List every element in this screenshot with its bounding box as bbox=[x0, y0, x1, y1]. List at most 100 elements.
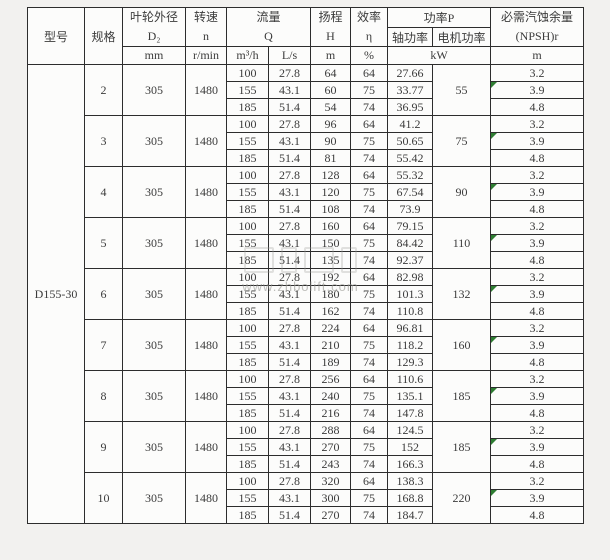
efficiency-cell: 64 bbox=[350, 268, 389, 286]
flow-m3h-cell: 155 bbox=[226, 81, 269, 99]
head-cell: 300 bbox=[310, 489, 352, 507]
efficiency-cell: 64 bbox=[350, 472, 389, 490]
shaft-power-cell: 166.3 bbox=[387, 455, 434, 473]
efficiency-cell: 64 bbox=[350, 319, 389, 337]
header-speed-title: 转速 bbox=[193, 10, 218, 25]
motor-power-cell: 160 bbox=[432, 319, 492, 371]
npsh-cell: 4.8 bbox=[490, 149, 585, 167]
flow-m3h-cell: 155 bbox=[226, 336, 269, 354]
npsh-cell: 3.2 bbox=[490, 421, 585, 439]
header-head-title: 扬程 bbox=[318, 10, 343, 25]
table-row: 185 51.4 270 74 184.7 4.8 bbox=[28, 506, 585, 524]
npsh-cell: 3.9 bbox=[490, 81, 585, 99]
head-cell: 96 bbox=[310, 115, 352, 133]
flow-ls-cell: 27.8 bbox=[267, 370, 312, 388]
unit-npsh: m bbox=[490, 46, 585, 65]
impeller-diameter-cell: 305 bbox=[122, 64, 186, 116]
spec-cell: 4 bbox=[84, 166, 123, 218]
header-impeller-title: 叶轮外径 bbox=[129, 10, 178, 25]
comment-marker-icon bbox=[491, 286, 498, 292]
shaft-power-cell: 82.98 bbox=[387, 268, 434, 286]
shaft-power-cell: 168.8 bbox=[387, 489, 434, 507]
unit-flow-m3h: m³/h bbox=[226, 46, 269, 65]
head-cell: 81 bbox=[310, 149, 352, 167]
impeller-diameter-cell: 305 bbox=[122, 166, 186, 218]
comment-marker-icon bbox=[491, 133, 498, 139]
shaft-power-cell: 50.65 bbox=[387, 132, 434, 150]
head-cell: 320 bbox=[310, 472, 352, 490]
flow-ls-cell: 43.1 bbox=[267, 438, 312, 456]
flow-m3h-cell: 155 bbox=[226, 438, 269, 456]
flow-m3h-cell: 185 bbox=[226, 506, 269, 524]
flow-ls-cell: 27.8 bbox=[267, 115, 312, 133]
shaft-power-cell: 135.1 bbox=[387, 387, 434, 405]
comment-marker-icon bbox=[491, 490, 498, 496]
efficiency-cell: 75 bbox=[350, 336, 389, 354]
spec-cell: 7 bbox=[84, 319, 123, 371]
flow-ls-cell: 51.4 bbox=[267, 404, 312, 422]
head-cell: 135 bbox=[310, 251, 352, 269]
comment-marker-icon bbox=[491, 439, 498, 445]
npsh-cell: 3.2 bbox=[490, 472, 585, 490]
header-power: 功率P bbox=[387, 7, 492, 28]
shaft-power-cell: 124.5 bbox=[387, 421, 434, 439]
table-row: 155 43.1 60 75 33.77 3.9 bbox=[28, 81, 585, 99]
efficiency-cell: 75 bbox=[350, 183, 389, 201]
npsh-cell: 3.9 bbox=[490, 285, 585, 303]
flow-m3h-cell: 155 bbox=[226, 234, 269, 252]
flow-ls-cell: 27.8 bbox=[267, 64, 312, 82]
flow-ls-cell: 27.8 bbox=[267, 166, 312, 184]
unit-efficiency: % bbox=[350, 46, 389, 65]
head-cell: 54 bbox=[310, 98, 352, 116]
header-motor-power: 电机功率 bbox=[432, 27, 492, 47]
table-row: 185 51.4 243 74 166.3 4.8 bbox=[28, 455, 585, 473]
flow-ls-cell: 51.4 bbox=[267, 149, 312, 167]
header-units-row: mm r/min m³/h L/s m % kW m bbox=[28, 46, 585, 65]
flow-m3h-cell: 100 bbox=[226, 217, 269, 235]
efficiency-cell: 75 bbox=[350, 438, 389, 456]
efficiency-cell: 75 bbox=[350, 132, 389, 150]
impeller-diameter-cell: 305 bbox=[122, 268, 186, 320]
flow-ls-cell: 27.8 bbox=[267, 421, 312, 439]
header-impeller: 叶轮外径 D₂ bbox=[122, 7, 186, 47]
shaft-power-cell: 101.3 bbox=[387, 285, 434, 303]
header-head-symbol: H bbox=[326, 29, 335, 43]
head-cell: 90 bbox=[310, 132, 352, 150]
motor-power-cell: 220 bbox=[432, 472, 492, 524]
unit-speed: r/min bbox=[185, 46, 227, 65]
model-cell: D155-30 bbox=[27, 64, 85, 524]
table-row: 9 305 1480 100 27.8 288 64 124.5 185 3.2 bbox=[28, 421, 585, 473]
flow-m3h-cell: 155 bbox=[226, 285, 269, 303]
head-cell: 108 bbox=[310, 200, 352, 218]
shaft-power-cell: 67.54 bbox=[387, 183, 434, 201]
comment-marker-icon bbox=[491, 235, 498, 241]
head-cell: 270 bbox=[310, 438, 352, 456]
motor-power-cell: 110 bbox=[432, 217, 492, 269]
shaft-power-cell: 152 bbox=[387, 438, 434, 456]
spec-cell: 5 bbox=[84, 217, 123, 269]
head-cell: 270 bbox=[310, 506, 352, 524]
flow-ls-cell: 43.1 bbox=[267, 81, 312, 99]
head-cell: 189 bbox=[310, 353, 352, 371]
head-cell: 192 bbox=[310, 268, 352, 286]
npsh-cell: 4.8 bbox=[490, 200, 585, 218]
impeller-diameter-cell: 305 bbox=[122, 421, 186, 473]
pump-spec-table: 型号 规格 叶轮外径 D₂ 转速 n 流量 Q 扬程 H bbox=[27, 7, 585, 524]
table-body: D155-30 2 305 1480 100 27.8 64 64 27.66 55 3.2 155 4… bbox=[27, 64, 585, 524]
flow-ls-cell: 27.8 bbox=[267, 268, 312, 286]
efficiency-cell: 74 bbox=[350, 149, 389, 167]
efficiency-cell: 74 bbox=[350, 251, 389, 269]
table-row: 155 43.1 210 75 118.2 3.9 bbox=[28, 336, 585, 354]
header-model: 型号 bbox=[27, 7, 85, 65]
header-flow-symbol: Q bbox=[264, 29, 273, 43]
spec-cell: 6 bbox=[84, 268, 123, 320]
npsh-cell: 3.2 bbox=[490, 166, 585, 184]
header-npsh-title: 必需汽蚀余量 bbox=[501, 10, 574, 25]
shaft-power-cell: 92.37 bbox=[387, 251, 434, 269]
table-row: 5 305 1480 100 27.8 160 64 79.15 110 3.2 bbox=[28, 217, 585, 269]
flow-m3h-cell: 100 bbox=[226, 472, 269, 490]
head-cell: 160 bbox=[310, 217, 352, 235]
npsh-cell: 3.2 bbox=[490, 64, 585, 82]
unit-power: kW bbox=[387, 46, 492, 65]
